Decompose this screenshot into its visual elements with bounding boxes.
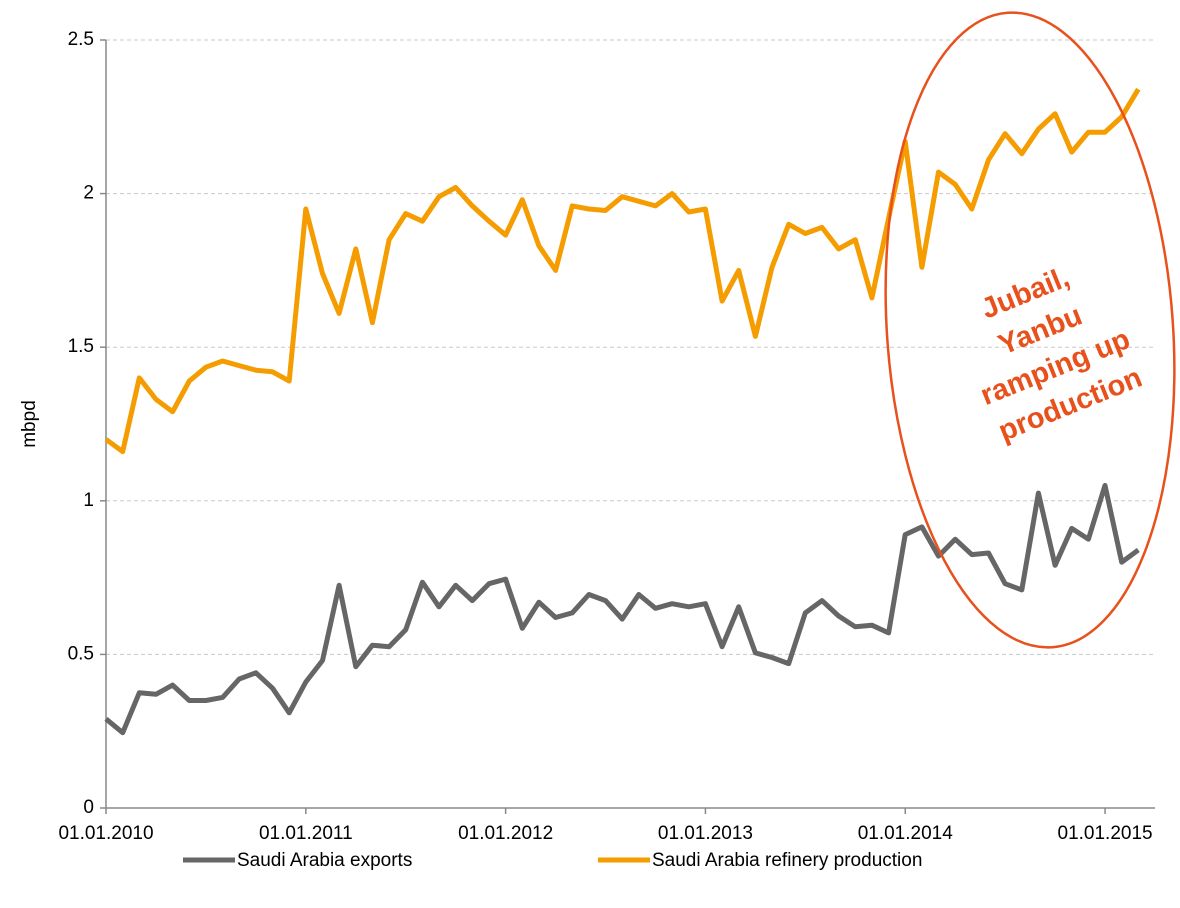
- series-line: [104, 482, 1140, 736]
- x-tick-label: 01.01.2015: [1058, 823, 1153, 844]
- x-tick-label: 01.01.2014: [858, 823, 954, 844]
- x-tick-label: 01.01.2012: [458, 823, 553, 844]
- legend-label: Saudi Arabia exports: [237, 850, 412, 871]
- y-tick-label: 0.5: [68, 643, 94, 664]
- x-tick-label: 01.01.2011: [259, 823, 353, 844]
- y-tick-label: 2: [83, 183, 94, 204]
- y-tick-label: 2.5: [68, 29, 94, 50]
- y-axis-label: mbpd: [19, 400, 40, 448]
- x-tick-label: 01.01.2013: [658, 823, 753, 844]
- legend-label: Saudi Arabia refinery production: [652, 850, 922, 871]
- y-tick-label: 0: [83, 797, 94, 818]
- x-tick-label: 01.01.2010: [58, 823, 153, 844]
- y-tick-label: 1.5: [68, 336, 94, 357]
- series-line: [104, 87, 1141, 455]
- annotation-ellipse: [884, 11, 1176, 649]
- y-tick-label: 1: [83, 490, 94, 511]
